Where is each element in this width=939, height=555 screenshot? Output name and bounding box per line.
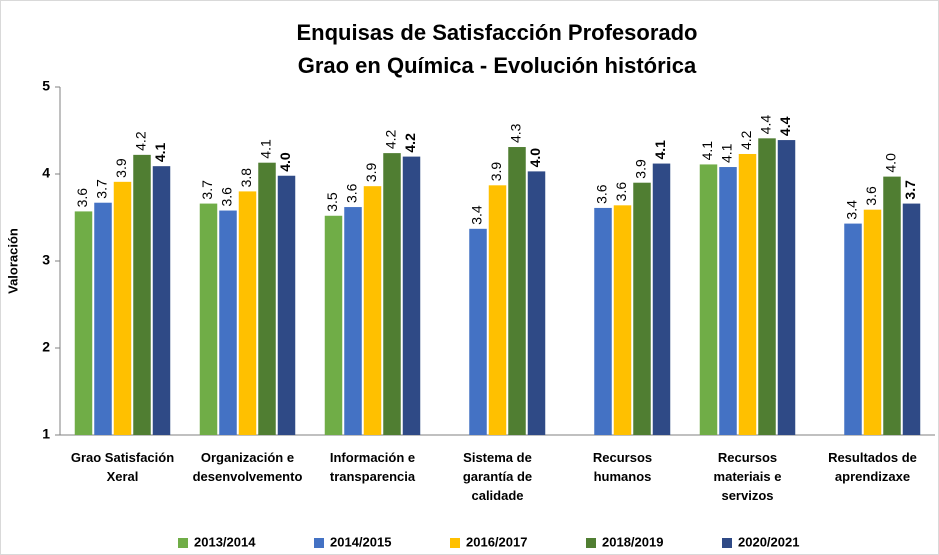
y-tick-label: 3 bbox=[42, 252, 50, 268]
bar bbox=[883, 176, 901, 436]
legend-swatch bbox=[178, 538, 188, 548]
data-label: 3.4 bbox=[844, 200, 860, 220]
data-label: 4.4 bbox=[758, 115, 774, 135]
bar bbox=[152, 166, 171, 436]
data-label: 3.6 bbox=[344, 183, 360, 203]
bar bbox=[383, 153, 401, 435]
bar bbox=[74, 211, 93, 435]
legend-label: 2020/2021 bbox=[738, 534, 799, 549]
bar bbox=[258, 162, 276, 435]
bar bbox=[488, 185, 507, 435]
data-label: 4.0 bbox=[277, 152, 293, 172]
bar bbox=[402, 156, 421, 435]
bar bbox=[527, 171, 546, 435]
legend-swatch bbox=[586, 538, 596, 548]
data-label: 3.7 bbox=[902, 180, 918, 200]
data-label: 4.0 bbox=[527, 148, 543, 168]
x-tick-label: Sistema de garantía de calidade bbox=[462, 450, 533, 503]
bar bbox=[344, 207, 362, 435]
bar bbox=[863, 209, 882, 435]
data-label: 3.9 bbox=[113, 158, 129, 178]
data-label: 3.6 bbox=[74, 188, 90, 208]
data-label: 4.2 bbox=[383, 129, 399, 149]
bar bbox=[219, 210, 237, 435]
x-tick-label: Resultados de aprendizaxe bbox=[828, 450, 917, 484]
y-tick-label: 1 bbox=[42, 426, 50, 442]
legend-label: 2016/2017 bbox=[466, 534, 527, 549]
chart-subtitle: Grao en Química - Evolución histórica bbox=[298, 53, 697, 78]
bar bbox=[699, 164, 718, 435]
bar bbox=[902, 203, 921, 435]
y-tick-label: 4 bbox=[42, 165, 50, 181]
data-label: 3.6 bbox=[594, 184, 610, 204]
data-label: 3.9 bbox=[633, 159, 649, 179]
data-label: 3.7 bbox=[94, 179, 110, 199]
data-label: 4.3 bbox=[508, 123, 524, 143]
bar bbox=[199, 203, 218, 435]
data-label: 4.2 bbox=[402, 133, 418, 153]
y-axis-label: Valoración bbox=[5, 228, 20, 294]
bar bbox=[652, 163, 671, 435]
bar bbox=[133, 154, 151, 436]
data-label: 3.5 bbox=[324, 192, 340, 212]
bar bbox=[469, 228, 487, 435]
data-label: 4.1 bbox=[699, 141, 715, 161]
data-label: 4.1 bbox=[652, 140, 668, 160]
data-label: 3.6 bbox=[219, 187, 235, 207]
data-label: 3.6 bbox=[613, 182, 629, 202]
y-tick-label: 2 bbox=[42, 339, 50, 355]
bar bbox=[238, 191, 257, 435]
bar bbox=[719, 167, 737, 436]
bar bbox=[324, 215, 343, 435]
bar bbox=[777, 140, 796, 435]
data-label: 3.6 bbox=[863, 186, 879, 206]
bar bbox=[613, 205, 632, 435]
x-tick-label: Grao Satisfación Xeral bbox=[70, 450, 175, 484]
data-label: 3.4 bbox=[469, 205, 485, 225]
data-label: 4.2 bbox=[738, 130, 754, 150]
x-tick-label: Información e transparencia bbox=[329, 450, 416, 484]
data-label: 4.2 bbox=[133, 131, 149, 151]
bar bbox=[758, 138, 776, 435]
bar bbox=[363, 186, 382, 435]
y-tick-label: 5 bbox=[42, 78, 50, 94]
chart-title: Enquisas de Satisfacción Profesorado bbox=[296, 20, 697, 45]
legend-label: 2018/2019 bbox=[602, 534, 663, 549]
data-label: 4.1 bbox=[258, 139, 274, 159]
bar bbox=[94, 202, 112, 435]
bar bbox=[633, 182, 651, 435]
data-label: 3.8 bbox=[238, 168, 254, 188]
bar bbox=[277, 175, 296, 436]
legend-swatch bbox=[314, 538, 324, 548]
bar bbox=[738, 153, 757, 436]
bar bbox=[844, 223, 862, 435]
data-label: 3.9 bbox=[488, 162, 504, 182]
legend-swatch bbox=[722, 538, 732, 548]
bar bbox=[508, 147, 526, 435]
x-tick-label: Organización e desenvolvemento bbox=[192, 450, 303, 484]
x-tick-label: Recursos humanos bbox=[592, 450, 653, 484]
x-tick-label: Recursos materiais e servizos bbox=[713, 450, 782, 503]
data-label: 3.7 bbox=[199, 180, 215, 200]
bar bbox=[113, 181, 132, 435]
legend-label: 2013/2014 bbox=[194, 534, 256, 549]
legend-label: 2014/2015 bbox=[330, 534, 391, 549]
legend-swatch bbox=[450, 538, 460, 548]
data-label: 3.9 bbox=[363, 163, 379, 183]
bar bbox=[594, 207, 612, 435]
data-label: 4.1 bbox=[152, 142, 168, 162]
data-label: 4.1 bbox=[719, 143, 735, 163]
data-label: 4.4 bbox=[777, 116, 793, 136]
data-label: 4.0 bbox=[883, 153, 899, 173]
